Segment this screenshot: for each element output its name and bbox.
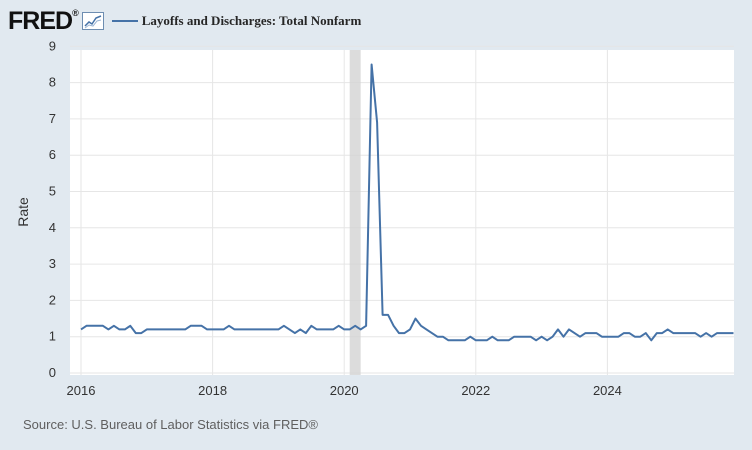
x-axis-ticks: 2016 2018 2020 2022 2024 xyxy=(67,383,622,398)
y-axis-title: Rate xyxy=(15,197,31,227)
y-tick-label: 1 xyxy=(49,329,56,344)
x-tick-label: 2018 xyxy=(198,383,227,398)
series-layer xyxy=(80,63,734,342)
y-tick-label: 7 xyxy=(49,111,56,126)
legend-series-label: Layoffs and Discharges: Total Nonfarm xyxy=(141,13,362,28)
x-tick-label: 2016 xyxy=(67,383,96,398)
chart-header: FRED® Layoffs and Discharges: Total Nonf… xyxy=(8,6,361,36)
y-tick-label: 6 xyxy=(49,147,56,162)
gridlines xyxy=(70,45,734,375)
recession-band xyxy=(349,50,361,375)
y-tick-label: 2 xyxy=(49,292,56,307)
x-tick-label: 2022 xyxy=(461,383,490,398)
y-tick-label: 0 xyxy=(49,365,56,380)
legend-line-swatch xyxy=(111,20,138,22)
x-tick-label: 2024 xyxy=(593,383,622,398)
line-graph-icon[interactable] xyxy=(81,12,104,30)
series-line xyxy=(80,63,734,342)
x-tick-label: 2020 xyxy=(330,383,359,398)
y-tick-label: 3 xyxy=(49,256,56,271)
source-note: Source: U.S. Bureau of Labor Statistics … xyxy=(23,417,318,432)
recession-shading xyxy=(349,50,361,375)
y-tick-label: 9 xyxy=(49,38,56,53)
y-axis-ticks: 0 1 2 3 4 5 6 7 8 9 xyxy=(49,38,56,380)
fred-logo[interactable]: FRED® xyxy=(8,6,79,35)
y-tick-label: 4 xyxy=(49,220,56,235)
y-tick-label: 5 xyxy=(49,184,56,199)
plot-area xyxy=(70,50,734,375)
y-tick-label: 8 xyxy=(49,75,56,90)
